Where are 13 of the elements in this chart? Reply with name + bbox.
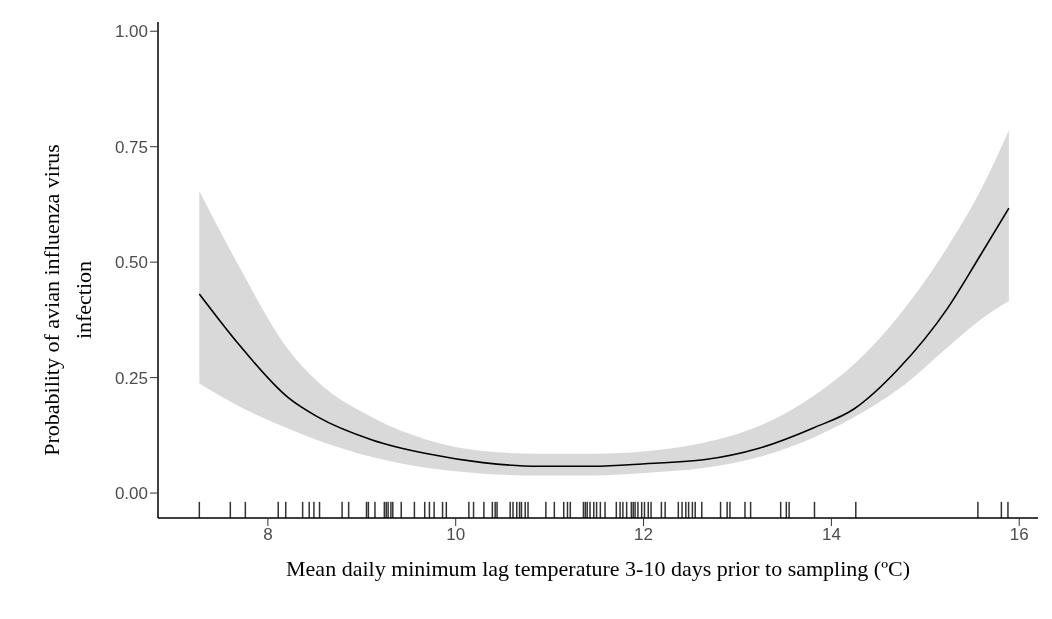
y-tick-label: 0.25: [114, 368, 148, 388]
y-tick-label: 0.00: [114, 484, 148, 504]
y-tick-label: 1.00: [114, 22, 148, 42]
y-axis-title: Probability of avian influenza virus infection: [38, 143, 97, 458]
line-series: [198, 207, 1010, 468]
x-tick-label: 12: [634, 525, 654, 545]
y-tick-label: 0.50: [114, 253, 148, 273]
x-tick-label: 16: [1009, 525, 1029, 545]
x-tick-label: 8: [263, 525, 273, 545]
y-tick-label: 0.75: [114, 137, 148, 157]
x-tick-label: 10: [446, 525, 466, 545]
x-axis-title: Mean daily minimum lag temperature 3-10 days prior to sampling (ºC): [285, 556, 911, 582]
x-tick-label: 14: [821, 525, 841, 545]
